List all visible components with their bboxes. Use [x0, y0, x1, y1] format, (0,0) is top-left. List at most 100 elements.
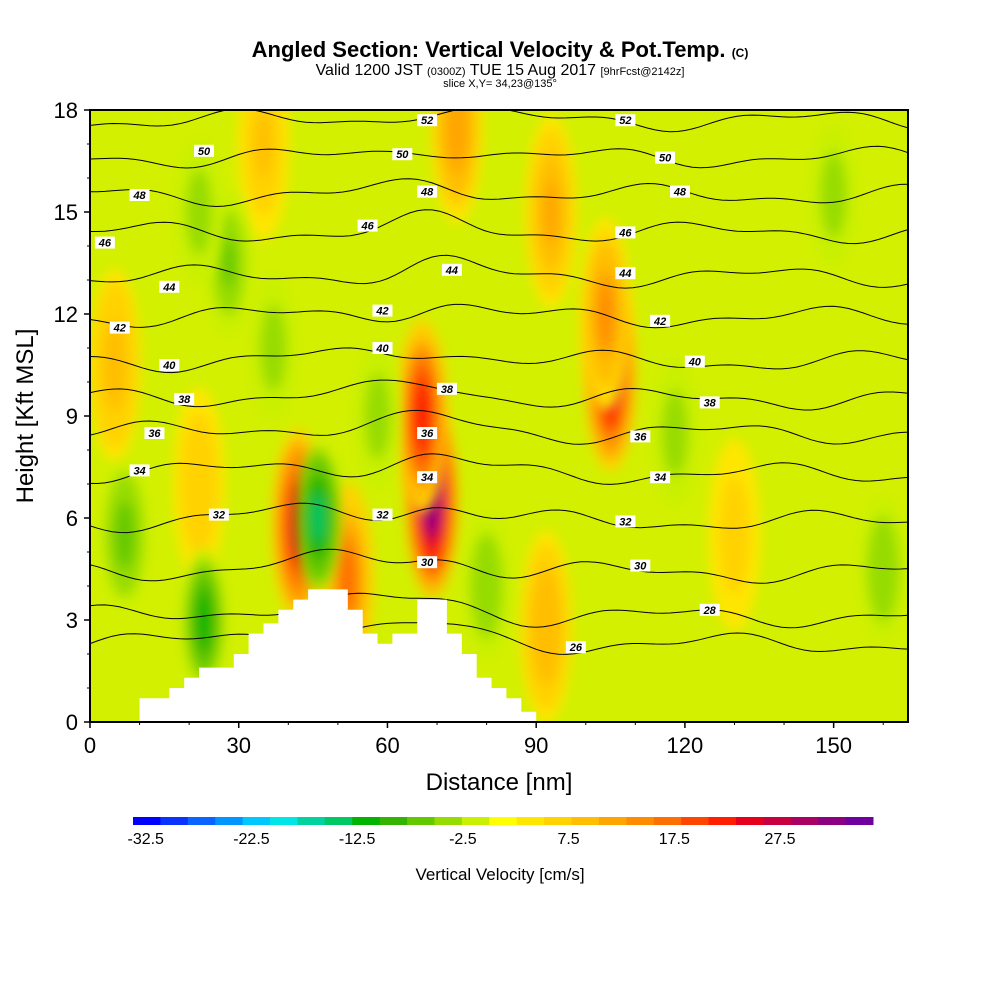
y-tick-label: 15 — [54, 200, 78, 225]
velocity-cell — [811, 123, 856, 267]
valid-utc: (0300Z) — [427, 66, 466, 78]
isentrope-label-text: 46 — [618, 227, 632, 239]
isentrope-label-text: 50 — [659, 153, 672, 165]
isentrope-label: 48 — [417, 185, 438, 199]
isentrope-label-bg — [650, 314, 671, 327]
velocity-cell — [355, 344, 400, 488]
isentrope-label-text: 34 — [421, 472, 433, 484]
plot-area: 52 52 50 50 50 48 48 48 46 46 46 44 44 44 42 42 42 40 40 40… — [90, 110, 908, 722]
isentrope-label: 30 — [417, 556, 438, 569]
velocity-cell — [295, 446, 341, 590]
isentrope-label-bg — [630, 430, 651, 443]
isentrope-label-bg — [699, 603, 720, 616]
isentrope-label-text: 32 — [619, 516, 631, 528]
colorbar-swatch — [461, 817, 490, 825]
isentrope-label: 36 — [417, 427, 438, 440]
isentrope-line — [90, 178, 908, 208]
y-tick-label: 3 — [66, 608, 78, 633]
isentrope-label: 44 — [615, 267, 636, 280]
isentrope-label-text: 36 — [634, 431, 647, 443]
valid-forecast: [9hrFcst@2142z] — [600, 66, 685, 78]
colorbar-swatch — [160, 817, 189, 825]
isentrope-label-bg — [417, 471, 438, 484]
isentrope-label: 30 — [630, 559, 651, 573]
isentrope-label-bg — [357, 219, 378, 232]
isentrope-label-text: 40 — [688, 357, 702, 369]
isentrope-label-bg — [208, 508, 229, 521]
valid-time-line: Valid 1200 JST (0300Z) TUE 15 Aug 2017 [… — [0, 62, 1000, 80]
isentrope-label-text: 44 — [618, 268, 631, 280]
isentrope-label-bg — [669, 185, 690, 198]
slice-info: slice X,Y= 34,23@135° — [443, 78, 557, 90]
colorbar-tick-label: 27.5 — [764, 831, 795, 848]
velocity-contour — [311, 493, 325, 543]
isentrope-label-bg — [417, 427, 438, 439]
velocity-cell — [181, 548, 227, 692]
colorbar-swatch — [489, 817, 518, 825]
isentrope-label-bg — [159, 280, 180, 293]
velocity-cell — [524, 115, 578, 309]
isentrope-line — [90, 347, 908, 374]
colorbar-swatch — [379, 817, 408, 825]
velocity-cell — [708, 438, 761, 632]
velocity-contour — [370, 391, 385, 441]
isentrope-label-bg — [615, 226, 636, 239]
isentrope-label-text: 36 — [148, 428, 161, 440]
velocity-cell — [172, 387, 226, 581]
isentrope-label-bg — [684, 355, 705, 368]
isentrope-label: 32 — [615, 515, 636, 528]
isentrope-label: 50 — [655, 151, 676, 165]
colorbar-swatch — [790, 817, 819, 825]
y-tick-label: 0 — [66, 710, 78, 735]
isentrope-label-bg — [565, 641, 586, 654]
isentrope-label-text: 44 — [162, 282, 175, 294]
isentrope-label-text: 46 — [98, 238, 112, 250]
isentrope-label: 38 — [699, 396, 720, 409]
isentrope-label: 34 — [129, 464, 150, 477]
isentrope-label-bg — [417, 114, 438, 127]
isentrope-label-bg — [109, 321, 130, 334]
isentrope-label-bg — [174, 393, 195, 405]
colorbar-tick-label: 7.5 — [557, 831, 579, 848]
isentrope-label: 42 — [650, 314, 671, 328]
isentrope-label-text: 42 — [113, 323, 126, 335]
isentrope-label: 48 — [669, 185, 690, 199]
isentrope-line — [90, 209, 908, 245]
isentrope-label: 34 — [650, 471, 671, 484]
velocity-contour — [118, 510, 132, 560]
isentrope-label-bg — [615, 267, 636, 280]
isentrope-label: 52 — [615, 114, 636, 127]
isentrope-line — [90, 254, 908, 289]
velocity-cell — [237, 110, 290, 241]
colorbar-swatch — [708, 817, 737, 825]
x-tick-label: 60 — [375, 733, 399, 758]
isentrope-label-text: 52 — [619, 115, 631, 127]
isentrope-label: 48 — [129, 189, 150, 202]
isentrope-label-text: 32 — [376, 510, 388, 522]
isentrope-label-text: 30 — [634, 561, 647, 573]
colorbar-swatch — [270, 817, 298, 825]
colorbar-swatch — [626, 817, 655, 825]
isentrope-label-text: 42 — [375, 306, 388, 318]
velocity-cell — [430, 110, 484, 224]
isentrope-label: 40 — [372, 342, 393, 355]
y-axis-label: Height [Kft MSL] — [12, 329, 39, 504]
x-axis-label: Distance [nm] — [426, 769, 573, 796]
isentrope-label: 26 — [565, 641, 586, 654]
isentrope-label-bg — [436, 382, 457, 395]
isentrope-label: 36 — [630, 430, 651, 443]
isentrope-label: 32 — [372, 508, 393, 522]
isentrope-label-bg — [630, 559, 651, 572]
isentrope-label-bg — [392, 148, 413, 161]
isentrope-line — [90, 453, 908, 485]
velocity-contour — [480, 561, 494, 611]
velocity-cell — [102, 463, 147, 607]
isentrope-label: 46 — [615, 226, 636, 239]
isentrope-label-text: 42 — [653, 316, 666, 328]
colorbar-tick-label: -32.5 — [127, 831, 164, 848]
isentrope-label: 42 — [109, 321, 130, 335]
velocity-contour — [191, 450, 207, 518]
velocity-contour — [197, 595, 211, 645]
colorbar-swatch — [242, 817, 271, 825]
